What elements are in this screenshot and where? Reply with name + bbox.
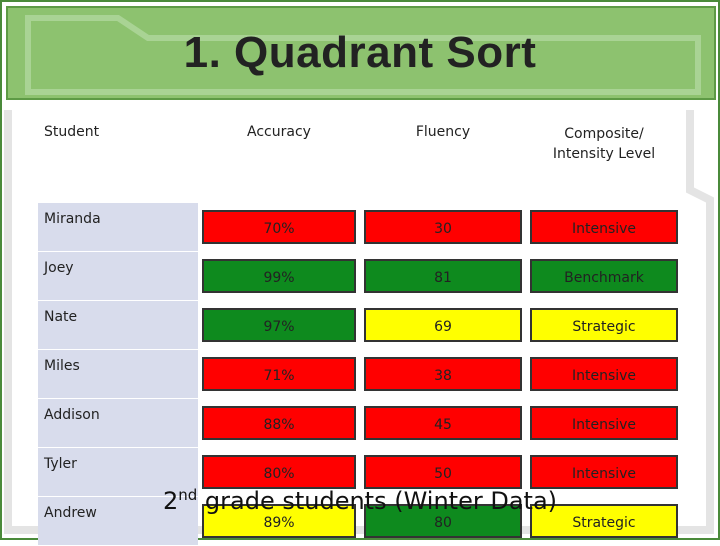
student-name: Nate [38,300,198,350]
table-row: Miranda 70% 30 Intensive [38,202,682,252]
accuracy-cell: 99% [202,259,356,293]
header-composite-line2: Intensity Level [552,146,656,162]
fluency-cell: 81 [364,259,522,293]
student-name: Miranda [38,202,198,252]
footer-rest: grade students (Winter Data) [197,487,558,515]
fluency-cell: 45 [364,406,522,440]
header-student: Student [38,112,198,203]
title-banner [6,6,716,100]
accuracy-cell: 89% [202,504,356,538]
footer-prefix: 2 [162,487,179,515]
level-cell: Intensive [530,406,678,440]
level-cell: Benchmark [530,259,678,293]
accuracy-cell: 80% [202,455,356,489]
accuracy-cell: 71% [202,357,356,391]
student-name: Andrew [38,496,198,546]
footer-caption: 2nd grade students (Winter Data) [0,486,720,515]
table-row: Tyler 80% 50 Intensive [38,447,682,497]
oregon-outline-decoration [25,15,701,95]
header-composite: Composite/ Intensity Level [526,112,682,203]
accuracy-cell: 97% [202,308,356,342]
table-row: Andrew 89% 80 Strategic [38,496,682,546]
background-map-outline [4,110,714,534]
level-cell: Strategic [530,308,678,342]
table-row: Addison 88% 45 Intensive [38,398,682,448]
table-row: Miles 71% 38 Intensive [38,349,682,399]
student-name: Tyler [38,447,198,497]
header-composite-line1: Composite/ [564,126,644,142]
page-title: 1. Quadrant Sort [183,28,537,77]
student-name: Addison [38,398,198,448]
level-cell: Intensive [530,210,678,244]
accuracy-cell: 70% [202,210,356,244]
fluency-cell: 50 [364,455,522,489]
footer-ordinal: nd [178,486,198,504]
student-name: Miles [38,349,198,399]
student-name: Joey [38,251,198,301]
level-cell: Intensive [530,357,678,391]
level-cell: Strategic [530,504,678,538]
fluency-cell: 69 [364,308,522,342]
table-row: Joey 99% 81 Benchmark [38,251,682,301]
header-fluency: Fluency [415,124,471,140]
header-row: Student Accuracy Fluency Composite/ Inte… [38,112,682,203]
fluency-cell: 80 [364,504,522,538]
fluency-cell: 30 [364,210,522,244]
accuracy-cell: 88% [202,406,356,440]
fluency-cell: 38 [364,357,522,391]
table-row: Nate 97% 69 Strategic [38,300,682,350]
header-accuracy: Accuracy [247,124,311,140]
data-table: Student Accuracy Fluency Composite/ Inte… [38,112,682,546]
level-cell: Intensive [530,455,678,489]
